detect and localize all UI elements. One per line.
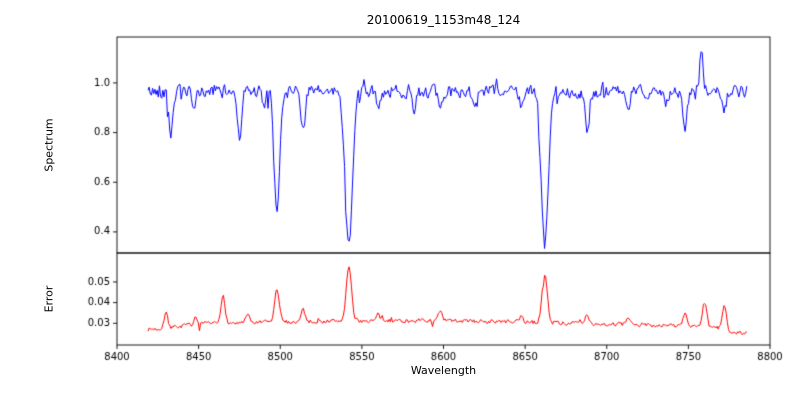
error-y-axis-label: Error: [42, 285, 56, 313]
plot-title: 20100619_1153m48_124: [366, 13, 521, 27]
x-axis-label: Wavelength: [410, 364, 477, 377]
spectrum-y-axis-label: Spectrum: [42, 118, 56, 172]
